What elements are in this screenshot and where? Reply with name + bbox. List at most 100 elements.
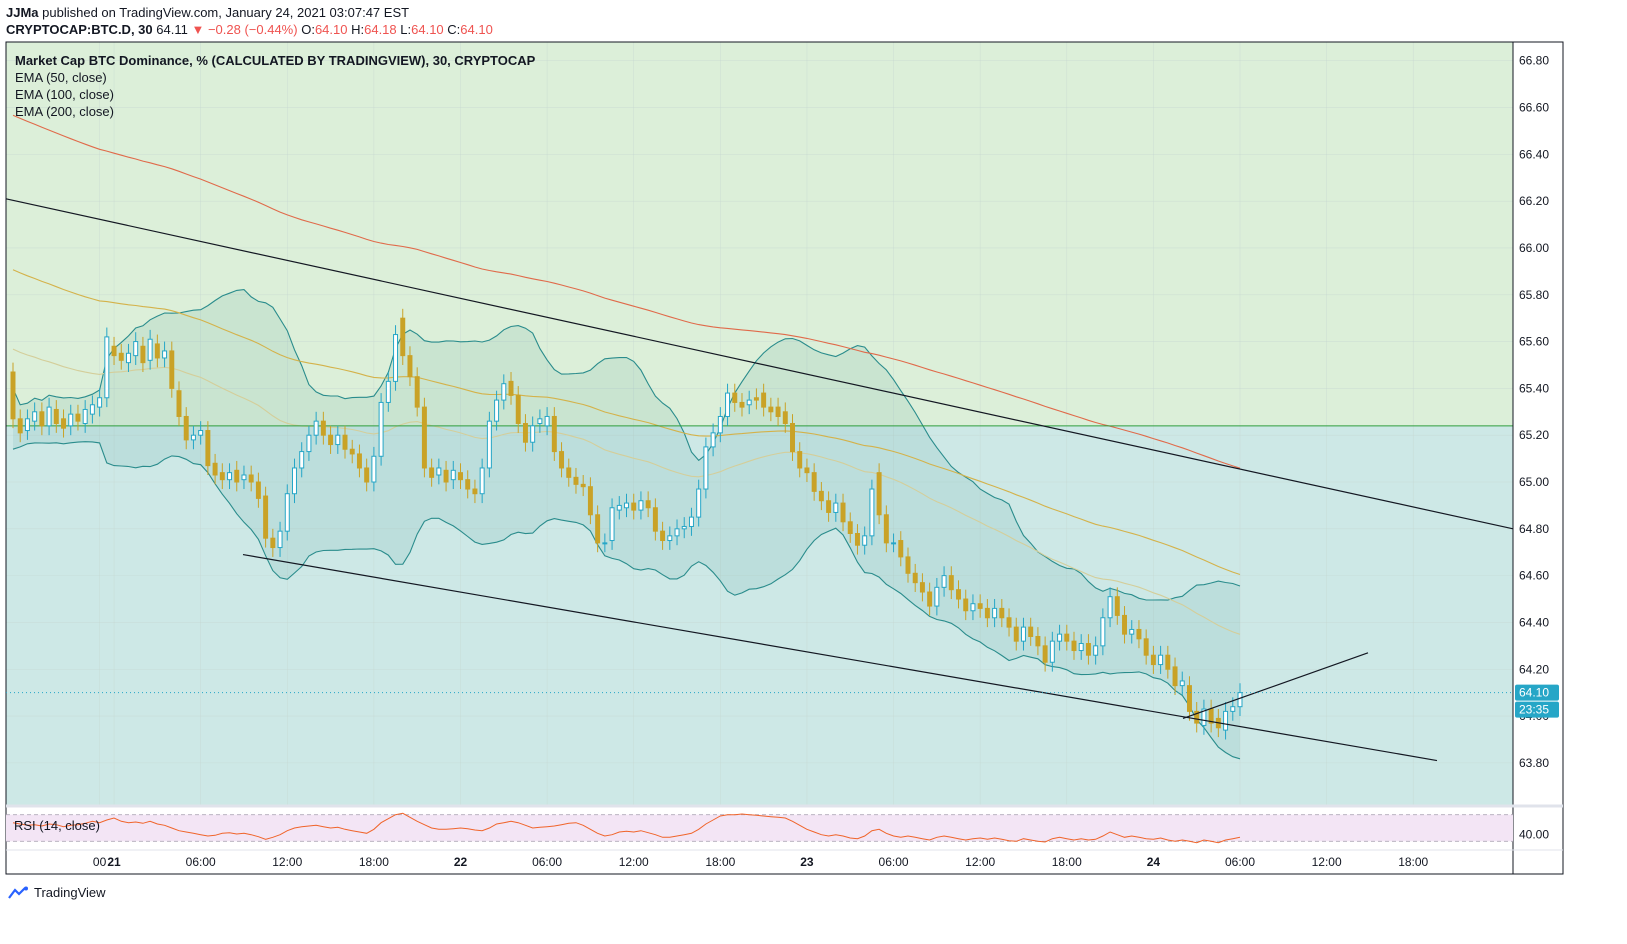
- candle-body[interactable]: [883, 514, 889, 544]
- candle-body[interactable]: [696, 488, 702, 518]
- candle-body[interactable]: [378, 401, 384, 457]
- candle-body[interactable]: [616, 504, 622, 511]
- candle-body[interactable]: [414, 376, 420, 408]
- candle-body[interactable]: [385, 380, 391, 403]
- candle-body[interactable]: [768, 406, 774, 413]
- candle-body[interactable]: [934, 586, 940, 607]
- candle-body[interactable]: [219, 472, 225, 481]
- candle-body[interactable]: [458, 472, 463, 481]
- candle-body[interactable]: [811, 472, 817, 492]
- candle-body[interactable]: [89, 404, 95, 415]
- candle-body[interactable]: [761, 392, 767, 408]
- candle-body[interactable]: [284, 493, 290, 532]
- candle-body[interactable]: [39, 411, 45, 427]
- candle-body[interactable]: [1057, 633, 1063, 642]
- candle-body[interactable]: [508, 380, 514, 396]
- candle-body[interactable]: [234, 469, 240, 483]
- candle-body[interactable]: [992, 607, 998, 619]
- candle-body[interactable]: [638, 500, 644, 511]
- candle-body[interactable]: [840, 502, 846, 523]
- candle-body[interactable]: [320, 420, 326, 436]
- candle-body[interactable]: [681, 525, 687, 530]
- candle-body[interactable]: [277, 530, 283, 549]
- candle-body[interactable]: [667, 535, 673, 542]
- ema-200-label[interactable]: EMA (200, close): [15, 104, 114, 119]
- candle-body[interactable]: [1028, 626, 1034, 637]
- candle-body[interactable]: [1194, 710, 1200, 724]
- candle-body[interactable]: [32, 411, 38, 422]
- candle-body[interactable]: [46, 406, 52, 427]
- candle-body[interactable]: [1013, 626, 1019, 642]
- candle-body[interactable]: [652, 507, 658, 532]
- candle-body[interactable]: [371, 455, 377, 483]
- candle-body[interactable]: [429, 467, 435, 478]
- candle-body[interactable]: [717, 415, 723, 434]
- candle-body[interactable]: [1143, 638, 1149, 656]
- candle-body[interactable]: [465, 479, 471, 490]
- candle-body[interactable]: [407, 355, 413, 378]
- candle-body[interactable]: [580, 483, 586, 488]
- candle-body[interactable]: [436, 467, 442, 476]
- candle-body[interactable]: [1201, 708, 1207, 726]
- candle-body[interactable]: [479, 467, 485, 495]
- candle-body[interactable]: [739, 401, 745, 408]
- candle-body[interactable]: [1136, 628, 1142, 640]
- candle-body[interactable]: [356, 453, 362, 469]
- candle-body[interactable]: [1006, 617, 1012, 628]
- candle-body[interactable]: [61, 418, 67, 429]
- candle-body[interactable]: [1020, 626, 1026, 642]
- candle-body[interactable]: [1158, 654, 1164, 666]
- candle-body[interactable]: [328, 434, 334, 446]
- candle-body[interactable]: [104, 336, 110, 399]
- candle-body[interactable]: [335, 434, 341, 446]
- ema-50-label[interactable]: EMA (50, close): [15, 70, 107, 85]
- ema-100-label[interactable]: EMA (100, close): [15, 87, 114, 102]
- candle-body[interactable]: [1049, 640, 1055, 663]
- candle-body[interactable]: [1093, 645, 1099, 656]
- candle-body[interactable]: [393, 334, 399, 382]
- candle-body[interactable]: [818, 490, 824, 502]
- candle-body[interactable]: [494, 399, 500, 422]
- series-title[interactable]: Market Cap BTC Dominance, % (CALCULATED …: [15, 53, 536, 68]
- candle-body[interactable]: [133, 341, 139, 357]
- candle-body[interactable]: [522, 423, 528, 443]
- candle-body[interactable]: [602, 542, 608, 545]
- candle-body[interactable]: [255, 481, 261, 499]
- candle-body[interactable]: [537, 418, 543, 425]
- candle-body[interactable]: [486, 420, 492, 469]
- candle-body[interactable]: [190, 434, 196, 441]
- candle-body[interactable]: [1085, 643, 1091, 656]
- candle-body[interactable]: [1150, 654, 1156, 666]
- candle-body[interactable]: [927, 591, 933, 607]
- price-axis[interactable]: [1513, 42, 1563, 805]
- candle-body[interactable]: [732, 392, 738, 403]
- candle-body[interactable]: [53, 408, 59, 425]
- candle-body[interactable]: [631, 502, 637, 511]
- candle-body[interactable]: [147, 338, 153, 361]
- candle-body[interactable]: [753, 397, 759, 401]
- candle-body[interactable]: [1064, 633, 1070, 642]
- candle-body[interactable]: [306, 434, 312, 453]
- candle-body[interactable]: [660, 530, 666, 542]
- candle-body[interactable]: [984, 607, 990, 619]
- candle-body[interactable]: [919, 582, 925, 593]
- candle-body[interactable]: [292, 467, 297, 495]
- candle-body[interactable]: [270, 537, 276, 549]
- candle-body[interactable]: [1230, 706, 1236, 712]
- candle-body[interactable]: [963, 598, 969, 612]
- candle-body[interactable]: [587, 486, 593, 516]
- candle-body[interactable]: [1100, 617, 1106, 647]
- candle-body[interactable]: [609, 507, 615, 542]
- candle-body[interactable]: [688, 516, 694, 527]
- candle-body[interactable]: [1237, 692, 1243, 708]
- candle-body[interactable]: [876, 472, 882, 516]
- candle-body[interactable]: [710, 432, 716, 448]
- candle-body[interactable]: [118, 352, 124, 361]
- candle-body[interactable]: [183, 415, 189, 441]
- candle-body[interactable]: [725, 392, 731, 417]
- candle-body[interactable]: [1172, 666, 1178, 687]
- candle-body[interactable]: [1223, 710, 1229, 731]
- candle-body[interactable]: [212, 462, 218, 476]
- candle-body[interactable]: [154, 343, 160, 359]
